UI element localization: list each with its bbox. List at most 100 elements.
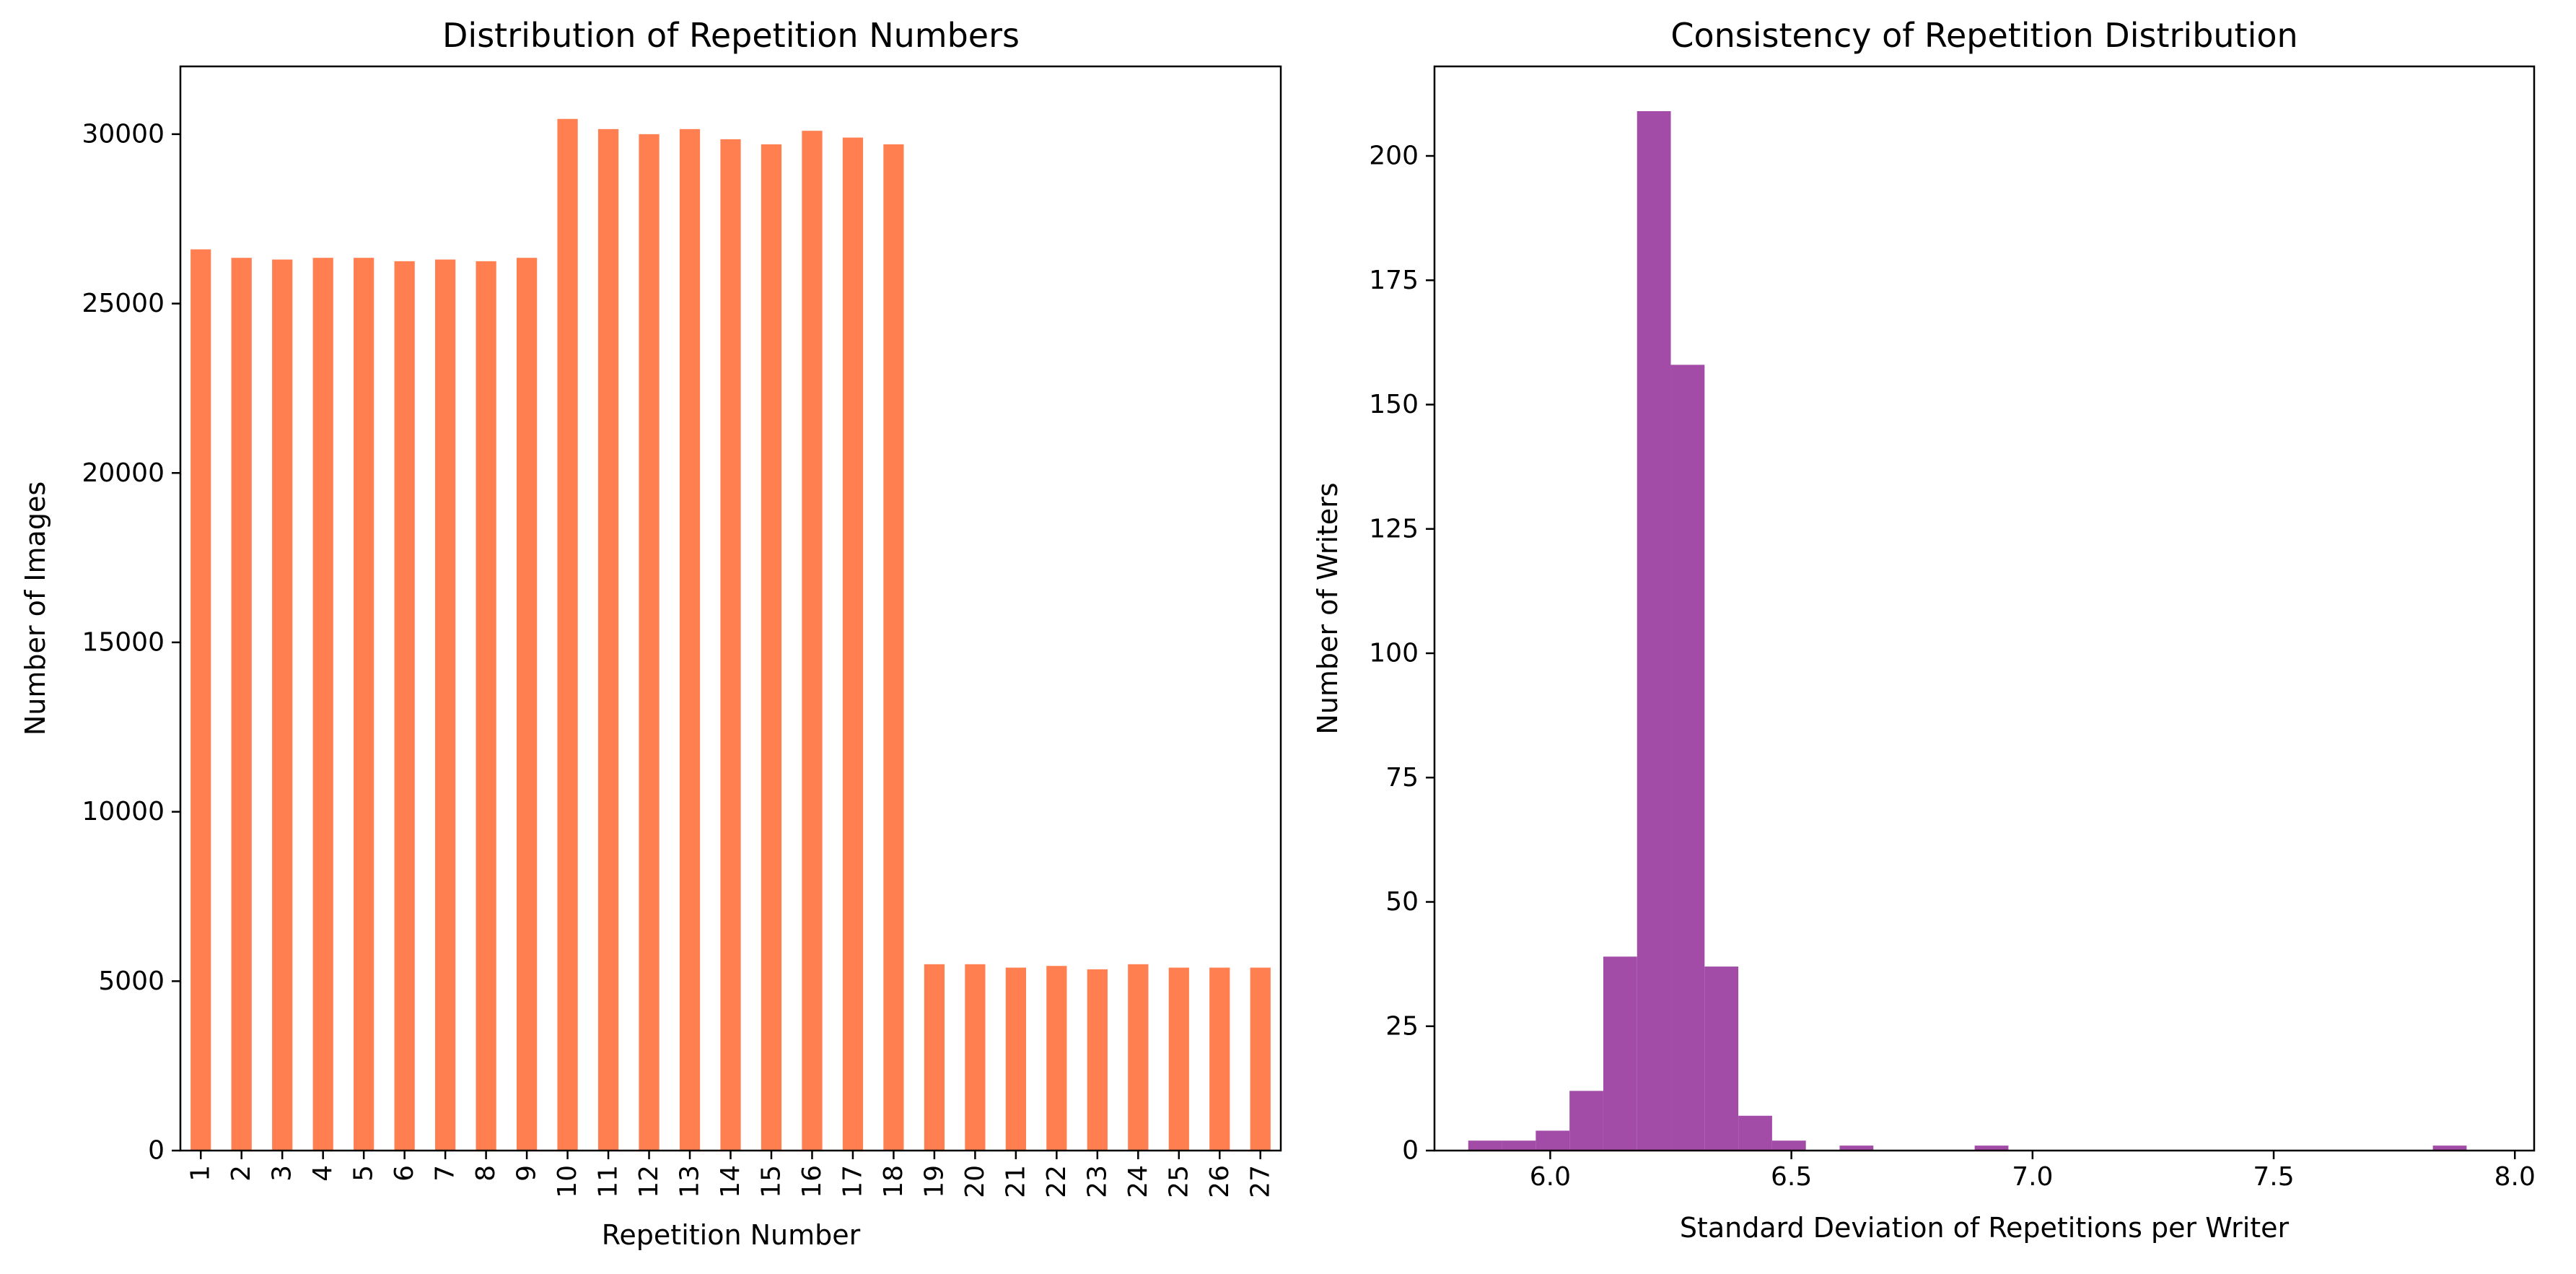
x-tick-label: 1 bbox=[186, 1165, 216, 1182]
bar bbox=[761, 144, 782, 1151]
bar bbox=[312, 258, 333, 1151]
x-tick-label: 4 bbox=[308, 1165, 338, 1182]
bar bbox=[1087, 969, 1108, 1151]
x-tick-label: 11 bbox=[594, 1165, 623, 1198]
x-tick-label: 5 bbox=[349, 1165, 379, 1182]
histogram-bin bbox=[1535, 1130, 1570, 1151]
left-bars bbox=[190, 118, 1271, 1151]
y-tick-label: 20000 bbox=[82, 458, 165, 488]
x-tick-label: 3 bbox=[268, 1165, 297, 1182]
bar bbox=[1046, 966, 1067, 1151]
y-tick-label: 5000 bbox=[98, 967, 165, 996]
bar bbox=[1168, 967, 1189, 1151]
histogram-bin bbox=[1839, 1146, 1874, 1151]
histogram-bin bbox=[2432, 1146, 2467, 1151]
left-y-axis-label: Number of Images bbox=[19, 481, 51, 736]
x-tick-label: 23 bbox=[1082, 1165, 1112, 1198]
right-x-axis-label: Standard Deviation of Repetitions per Wr… bbox=[1680, 1212, 2290, 1244]
bar bbox=[394, 261, 415, 1151]
histogram-bin bbox=[1502, 1140, 1536, 1151]
x-tick-label: 12 bbox=[634, 1165, 664, 1198]
histogram-bin bbox=[1704, 967, 1739, 1151]
x-tick-label: 8 bbox=[471, 1165, 501, 1182]
bar bbox=[597, 128, 619, 1151]
bar bbox=[1209, 967, 1230, 1151]
bar bbox=[1005, 967, 1026, 1151]
y-tick-label: 125 bbox=[1369, 514, 1419, 544]
bar bbox=[435, 259, 456, 1151]
histogram-bin bbox=[1637, 111, 1671, 1151]
x-tick-label: 20 bbox=[960, 1165, 990, 1198]
bar bbox=[272, 259, 293, 1151]
y-tick-label: 30000 bbox=[82, 119, 165, 149]
x-tick-label: 16 bbox=[797, 1165, 827, 1198]
left-x-ticks: 1 2 3 4 5 6 7 8 9 10 11 12 13 14 15 16 17 18 19 20 21 22 23 24 2… bbox=[186, 1151, 1275, 1198]
x-tick-label: 7.0 bbox=[2012, 1162, 2053, 1192]
x-tick-label: 22 bbox=[1042, 1165, 1072, 1198]
bar bbox=[679, 128, 701, 1151]
histogram-bin bbox=[1974, 1146, 2009, 1151]
x-tick-label: 2 bbox=[227, 1165, 256, 1182]
bar bbox=[965, 964, 986, 1151]
x-tick-label: 24 bbox=[1123, 1165, 1153, 1198]
y-tick-label: 175 bbox=[1369, 266, 1419, 295]
y-tick-label: 150 bbox=[1369, 390, 1419, 419]
repetition-bar-chart: Distribution of Repetition Numbers 0 5000… bbox=[19, 16, 1282, 1251]
y-tick-label: 50 bbox=[1385, 887, 1419, 917]
histogram-bin bbox=[1468, 1140, 1502, 1151]
bar bbox=[476, 261, 496, 1151]
y-tick-label: 0 bbox=[1402, 1136, 1419, 1166]
y-tick-label: 0 bbox=[148, 1136, 165, 1166]
histogram-bin bbox=[1569, 1091, 1603, 1151]
histogram-bin bbox=[1603, 956, 1637, 1151]
x-tick-label: 6.5 bbox=[1771, 1162, 1812, 1192]
right-y-ticks: 0 25 50 75 100 125 150 175 200 bbox=[1369, 141, 1434, 1166]
x-tick-label: 6 bbox=[390, 1165, 419, 1182]
histogram-bin bbox=[1670, 365, 1705, 1151]
y-tick-label: 15000 bbox=[82, 627, 165, 657]
x-tick-label: 17 bbox=[838, 1165, 867, 1198]
x-tick-label: 10 bbox=[553, 1165, 582, 1198]
histogram-bin bbox=[1771, 1140, 1806, 1151]
right-x-ticks: 6.0 6.5 7.0 7.5 8.0 bbox=[1530, 1151, 2536, 1192]
bar bbox=[1250, 967, 1271, 1151]
y-tick-label: 10000 bbox=[82, 797, 165, 826]
y-tick-label: 200 bbox=[1369, 141, 1419, 171]
x-tick-label: 21 bbox=[1001, 1165, 1030, 1198]
left-chart-title: Distribution of Repetition Numbers bbox=[442, 16, 1020, 55]
bar bbox=[883, 144, 904, 1151]
x-tick-label: 15 bbox=[756, 1165, 786, 1198]
left-axes-frame bbox=[179, 65, 1282, 1152]
y-tick-label: 75 bbox=[1385, 763, 1419, 793]
bar bbox=[639, 134, 660, 1151]
right-y-axis-label: Number of Writers bbox=[1312, 482, 1344, 734]
std-dev-histogram: Consistency of Repetition Distribution 0… bbox=[1312, 16, 2536, 1244]
bar bbox=[802, 131, 823, 1151]
x-tick-label: 6.0 bbox=[1530, 1162, 1571, 1192]
x-tick-label: 8.0 bbox=[2494, 1162, 2536, 1192]
x-tick-label: 7.5 bbox=[2253, 1162, 2294, 1192]
bar bbox=[516, 258, 538, 1151]
bar bbox=[924, 964, 945, 1151]
x-tick-label: 7 bbox=[431, 1165, 460, 1182]
bar bbox=[720, 139, 741, 1151]
x-tick-label: 18 bbox=[879, 1165, 908, 1198]
right-chart-title: Consistency of Repetition Distribution bbox=[1670, 16, 2297, 55]
bar bbox=[557, 118, 578, 1151]
x-tick-label: 27 bbox=[1245, 1165, 1275, 1198]
x-tick-label: 14 bbox=[716, 1165, 745, 1198]
x-tick-label: 25 bbox=[1164, 1165, 1193, 1198]
y-tick-label: 25000 bbox=[82, 289, 165, 318]
x-tick-label: 26 bbox=[1205, 1165, 1235, 1198]
y-tick-label: 100 bbox=[1369, 639, 1419, 668]
bar bbox=[190, 249, 211, 1151]
left-y-ticks: 0 5000 10000 15000 20000 25000 30000 bbox=[82, 119, 180, 1166]
x-tick-label: 19 bbox=[919, 1165, 949, 1198]
bar bbox=[1128, 964, 1149, 1151]
left-x-axis-label: Repetition Number bbox=[602, 1219, 861, 1251]
histogram-bin bbox=[1738, 1115, 1772, 1151]
right-bars bbox=[1468, 111, 2467, 1151]
right-axes-frame bbox=[1433, 65, 2536, 1152]
y-tick-label: 25 bbox=[1385, 1011, 1419, 1041]
